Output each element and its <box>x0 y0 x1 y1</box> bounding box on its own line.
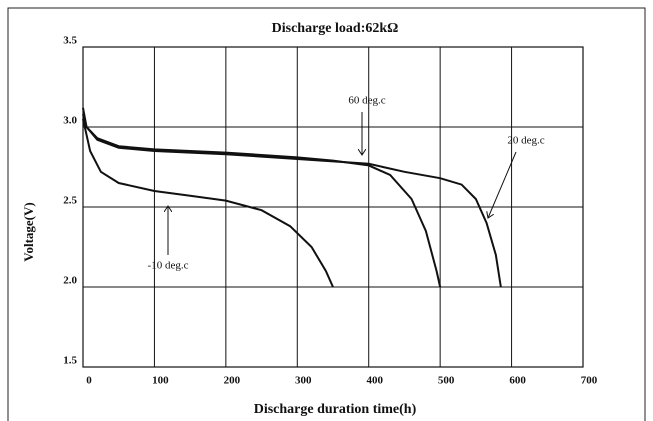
x-tick-label: 400 <box>366 375 383 387</box>
series-annotation: -10 deg.c <box>148 260 189 272</box>
y-axis-label: Voltage(V) <box>21 202 36 261</box>
line-series <box>82 107 442 288</box>
x-tick-label: 700 <box>581 375 598 387</box>
x-tick-label: 200 <box>224 375 241 387</box>
series-annotation: 20 deg.c <box>507 135 544 147</box>
series-annotation: 60 deg.c <box>348 95 385 107</box>
y-tick-label: 2.0 <box>63 275 77 287</box>
plot-area <box>82 46 584 368</box>
x-tick-label: 100 <box>152 375 169 387</box>
x-tick-label: 0 <box>86 375 92 387</box>
y-tick-label: 1.5 <box>63 355 77 367</box>
y-tick-label: 3.0 <box>63 115 77 127</box>
frame <box>7 7 646 421</box>
y-tick-label: 3.5 <box>63 35 77 47</box>
annotation-arrow <box>488 151 517 218</box>
line-series <box>82 113 502 288</box>
y-tick-label: 2.5 <box>63 195 77 207</box>
x-axis-label: Discharge duration time(h) <box>254 402 417 417</box>
line-series <box>82 118 334 288</box>
chart-title: Discharge load:62kΩ <box>272 21 399 36</box>
x-tick-label: 600 <box>509 375 526 387</box>
x-tick-label: 500 <box>438 375 455 387</box>
x-tick-label: 300 <box>295 375 312 387</box>
